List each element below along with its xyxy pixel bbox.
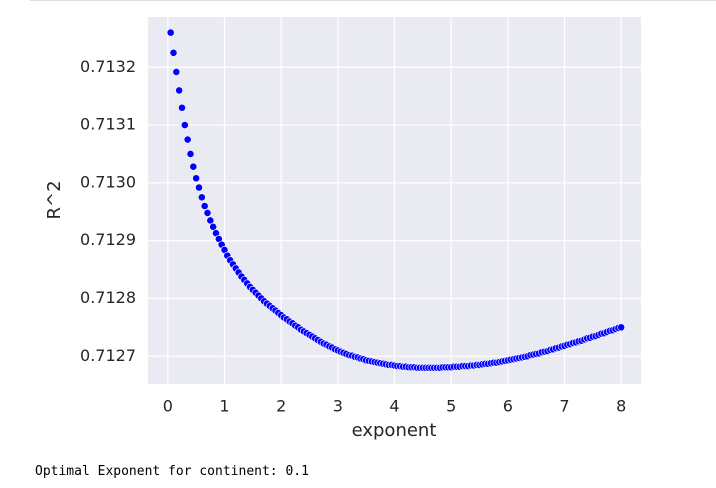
point [192, 174, 201, 183]
y-tick-label: 0.7130 [80, 172, 136, 191]
y-tick-label: 0.7132 [80, 57, 136, 76]
point [186, 150, 195, 158]
point [178, 103, 186, 112]
y-tick-label: 0.7129 [80, 230, 136, 249]
chart: exponent R^2 0 1 2 3 4 5 6 7 8 0.7127 0.7128 0.7129… [30, 0, 716, 441]
x-tick-label: 5 [446, 397, 456, 416]
y-axis-label: R^2 [44, 180, 65, 219]
x-tick-label: 7 [559, 397, 569, 416]
point [200, 202, 209, 210]
point [169, 48, 178, 57]
output-text: Optimal Exponent for continent: 0.1 [35, 464, 309, 479]
x-tick-label: 4 [389, 397, 399, 416]
x-tick-label: 1 [219, 397, 229, 416]
x-tick-label: 6 [503, 397, 513, 416]
x-axis-label: exponent [352, 420, 437, 441]
point [166, 28, 175, 37]
x-tick-label: 3 [333, 397, 343, 416]
point [203, 209, 212, 217]
point [183, 135, 192, 144]
point [197, 193, 206, 202]
point [617, 323, 626, 332]
x-tick-label: 2 [276, 397, 286, 416]
point [189, 162, 198, 171]
y-tick-label: 0.7127 [80, 346, 136, 365]
y-tick-label: 0.7131 [80, 115, 136, 134]
point [195, 183, 203, 192]
y-tick-label: 0.7128 [80, 288, 136, 307]
x-tick-label: 0 [163, 397, 173, 416]
point [206, 216, 215, 225]
point [209, 222, 218, 231]
x-tick-label: 8 [616, 397, 626, 416]
point [175, 86, 184, 95]
point [172, 68, 181, 76]
point [180, 121, 189, 129]
